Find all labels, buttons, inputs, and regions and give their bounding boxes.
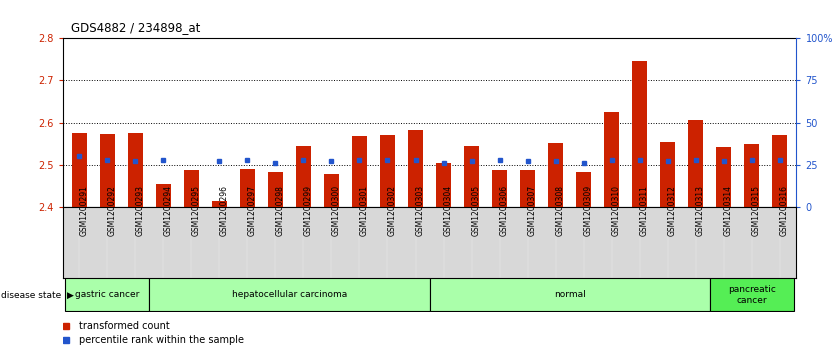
Bar xyxy=(430,278,710,311)
Bar xyxy=(408,130,423,207)
Bar xyxy=(352,136,367,207)
Bar xyxy=(65,278,149,311)
Bar xyxy=(156,184,171,207)
Text: GSM1200293: GSM1200293 xyxy=(135,185,144,236)
Bar xyxy=(324,174,339,207)
Bar xyxy=(128,134,143,207)
Text: GSM1200312: GSM1200312 xyxy=(667,185,676,236)
Text: pancreatic
cancer: pancreatic cancer xyxy=(728,285,776,305)
Bar xyxy=(149,278,430,311)
Bar xyxy=(72,133,87,207)
Text: GSM1200314: GSM1200314 xyxy=(724,185,732,236)
Text: GSM1200315: GSM1200315 xyxy=(751,185,761,236)
Text: GSM1200306: GSM1200306 xyxy=(500,185,509,236)
Text: GSM1200308: GSM1200308 xyxy=(555,185,565,236)
Bar xyxy=(492,170,507,207)
Text: GSM1200297: GSM1200297 xyxy=(248,185,256,236)
Text: GDS4882 / 234898_at: GDS4882 / 234898_at xyxy=(71,21,200,34)
Bar xyxy=(772,135,787,207)
Text: GSM1200294: GSM1200294 xyxy=(163,185,173,236)
Bar xyxy=(100,134,115,207)
Text: gastric cancer: gastric cancer xyxy=(75,290,139,299)
Bar xyxy=(632,61,647,207)
Text: disease state  ▶: disease state ▶ xyxy=(1,290,73,299)
Bar xyxy=(379,135,395,207)
Bar xyxy=(464,146,480,207)
Bar xyxy=(436,163,451,207)
Bar xyxy=(548,143,563,207)
Text: transformed count: transformed count xyxy=(79,321,170,331)
Text: percentile rank within the sample: percentile rank within the sample xyxy=(79,335,244,345)
Bar xyxy=(520,170,535,207)
Bar xyxy=(575,172,591,207)
Text: GSM1200311: GSM1200311 xyxy=(640,185,649,236)
Text: GSM1200299: GSM1200299 xyxy=(304,185,313,236)
Text: GSM1200310: GSM1200310 xyxy=(611,185,620,236)
Text: GSM1200305: GSM1200305 xyxy=(471,185,480,236)
Text: GSM1200300: GSM1200300 xyxy=(331,185,340,236)
Text: GSM1200296: GSM1200296 xyxy=(219,185,229,236)
Text: GSM1200307: GSM1200307 xyxy=(528,185,536,236)
Bar xyxy=(744,144,759,207)
Bar xyxy=(239,169,255,207)
Bar xyxy=(716,147,731,207)
Bar xyxy=(296,146,311,207)
Text: GSM1200292: GSM1200292 xyxy=(108,185,117,236)
Text: GSM1200298: GSM1200298 xyxy=(275,185,284,236)
Bar xyxy=(710,278,794,311)
Bar xyxy=(688,121,703,207)
Text: normal: normal xyxy=(554,290,585,299)
Text: GSM1200301: GSM1200301 xyxy=(359,185,369,236)
Bar xyxy=(183,170,199,207)
Text: GSM1200309: GSM1200309 xyxy=(584,185,593,236)
Text: GSM1200291: GSM1200291 xyxy=(79,185,88,236)
Text: hepatocellular carcinoma: hepatocellular carcinoma xyxy=(232,290,347,299)
Text: GSM1200313: GSM1200313 xyxy=(696,185,705,236)
Bar xyxy=(268,172,284,207)
Bar xyxy=(212,201,227,207)
Text: GSM1200295: GSM1200295 xyxy=(192,185,200,236)
Text: GSM1200304: GSM1200304 xyxy=(444,185,453,236)
Text: GSM1200302: GSM1200302 xyxy=(388,185,396,236)
Text: GSM1200303: GSM1200303 xyxy=(415,185,425,236)
Bar xyxy=(604,112,620,207)
Text: GSM1200316: GSM1200316 xyxy=(780,185,789,236)
Bar xyxy=(660,142,676,207)
